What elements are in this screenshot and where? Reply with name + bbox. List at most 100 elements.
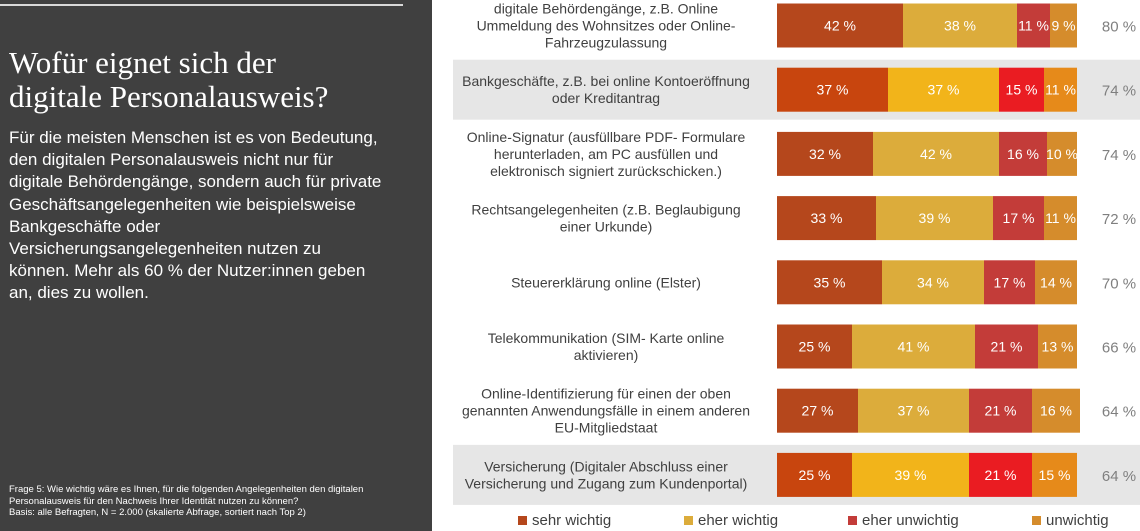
panel-heading: Wofür eignet sich der digitale Personala…	[9, 45, 329, 114]
bar-value-label: 14 %	[1040, 274, 1072, 290]
stacked-bar-chart: digitale Behördengänge, z.B. Online Ummel…	[453, 1, 1140, 505]
category-label-line: Telekommunikation (SIM- Karte online	[488, 330, 725, 346]
bar-value-label: 27 %	[802, 403, 834, 419]
category-label: digitale Behördengänge, z.B. Online Ummel…	[477, 1, 736, 51]
bar-segment	[777, 3, 903, 48]
category-label: Online-Identifizierung für einen der obe…	[462, 386, 750, 436]
category-label-line: EU-Mitgliedstaat	[555, 420, 658, 436]
category-label-line: Versicherung und Zugang zum Kundenportal…	[465, 475, 748, 491]
category-label-line: genannten Anwendungsfälle in einem ander…	[462, 403, 750, 419]
bar-segment	[858, 388, 969, 433]
category-label-line: digitale Behördengänge, z.B. Online	[494, 1, 718, 17]
bar-value-label: 33 %	[811, 210, 843, 226]
bar-value-label: 17 %	[994, 274, 1026, 290]
bar-value-label: 17 %	[1003, 210, 1035, 226]
bar-segment	[777, 452, 852, 497]
legend-swatch	[518, 515, 527, 525]
bar-value-label: 10 %	[1046, 146, 1078, 162]
bar-segment	[777, 388, 858, 433]
bar-value-label: 41 %	[898, 339, 930, 355]
category-label-line: Online-Signatur (ausfüllbare PDF- Formul…	[467, 129, 746, 145]
bar-value-label: 39 %	[919, 210, 951, 226]
legend-item: sehr wichtig	[518, 512, 670, 529]
bar-segment	[1032, 388, 1080, 433]
panel-footnote: Frage 5: Wie wichtig wäre es Ihnen, für …	[9, 484, 364, 519]
panel-intro-text: Für die meisten Menschen ist es von Bede…	[9, 128, 382, 303]
category-label-line: elektronisch signiert zurückschicken.)	[490, 163, 722, 179]
top2-value: 64 %	[1102, 468, 1136, 485]
bar-value-label: 13 %	[1042, 339, 1074, 355]
category-label: Bankgeschäfte, z.B. bei online Kontoeröf…	[462, 73, 750, 106]
bar-value-label: 32 %	[809, 146, 841, 162]
bar-value-label: 37 %	[928, 82, 960, 98]
top2-value: 80 %	[1102, 19, 1136, 36]
bar-value-label: 34 %	[917, 274, 949, 290]
bar-segment	[777, 131, 873, 176]
bar-segment	[777, 260, 882, 305]
category-label: Online-Signatur (ausfüllbare PDF- Formul…	[467, 129, 746, 179]
category-label-line: Fahrzeugzulassung	[545, 35, 667, 51]
bar-segment	[852, 324, 975, 369]
bar-value-label: 11 %	[1018, 18, 1049, 34]
bar-value-label: 21 %	[985, 467, 1017, 483]
bar-value-label: 39 %	[895, 467, 927, 483]
top-divider	[0, 4, 403, 6]
top2-value: 70 %	[1102, 275, 1136, 292]
bar-value-label: 21 %	[985, 403, 1017, 419]
bar-segment	[777, 324, 852, 369]
legend-swatch	[684, 515, 693, 525]
bar-value-label: 15 %	[1039, 467, 1071, 483]
bar-segment	[1038, 324, 1077, 369]
bar-value-label: 37 %	[817, 82, 849, 98]
bar-segment	[903, 3, 1017, 48]
bar-segment	[1017, 3, 1050, 48]
bar-segment	[999, 67, 1044, 112]
legend-item: eher unwichtig	[848, 512, 1018, 529]
bar-value-label: 25 %	[799, 339, 831, 355]
top2-value: 64 %	[1102, 404, 1136, 421]
legend-label: unwichtig	[1046, 511, 1109, 529]
legend-label: eher wichtig	[698, 511, 779, 529]
chart-legend: sehr wichtig eher wichtig eher unwichtig un…	[518, 509, 1138, 531]
category-label-line: oder Kreditantrag	[552, 90, 660, 106]
bar-value-label: 38 %	[944, 18, 976, 34]
bar-segment	[999, 131, 1047, 176]
category-label-line: Online-Identifizierung für einen der obe…	[481, 386, 731, 402]
category-label: Versicherung (Digitaler Abschluss einer V…	[465, 458, 748, 491]
category-label-line: aktivieren)	[574, 347, 639, 363]
category-label-line: Versicherung (Digitaler Abschluss einer	[484, 458, 728, 474]
bar-value-label: 42 %	[824, 18, 856, 34]
bar-value-label: 42 %	[920, 146, 952, 162]
category-label: Telekommunikation (SIM- Karte online akti…	[488, 330, 725, 363]
top2-value: 74 %	[1102, 83, 1136, 100]
category-label-line: Ummeldung des Wohnsitzes oder Online-	[477, 18, 736, 34]
top2-value: 72 %	[1102, 211, 1136, 228]
bar-value-label: 9 %	[1051, 18, 1075, 34]
bar-segment	[984, 260, 1035, 305]
bar-value-label: 35 %	[814, 274, 846, 290]
category-label-line: einer Urkunde)	[560, 219, 653, 235]
bar-segment	[1047, 131, 1077, 176]
bar-segment	[1044, 196, 1077, 241]
bar-value-label: 21 %	[991, 339, 1023, 355]
legend-item: eher wichtig	[684, 512, 834, 529]
bar-segment	[852, 452, 969, 497]
bar-segment	[969, 388, 1032, 433]
bar-value-label: 16 %	[1040, 403, 1072, 419]
bar-segment	[777, 67, 888, 112]
bar-segment	[1044, 67, 1077, 112]
bar-value-label: 15 %	[1006, 82, 1038, 98]
legend-item: unwichtig	[1032, 512, 1109, 529]
category-label: Rechtsangelegenheiten (z.B. Beglaubigung…	[471, 202, 740, 235]
category-label-line: Steuererklärung online (Elster)	[511, 274, 701, 290]
legend-swatch	[1032, 515, 1041, 525]
bar-value-label: 25 %	[799, 467, 831, 483]
bar-segment	[1035, 260, 1077, 305]
bar-segment	[876, 196, 993, 241]
legend-label: sehr wichtig	[532, 511, 612, 529]
bar-segment	[1032, 452, 1077, 497]
bar-segment	[1050, 3, 1077, 48]
legend-swatch	[848, 515, 857, 525]
bar-value-label: 37 %	[898, 403, 930, 419]
bar-segment	[975, 324, 1038, 369]
